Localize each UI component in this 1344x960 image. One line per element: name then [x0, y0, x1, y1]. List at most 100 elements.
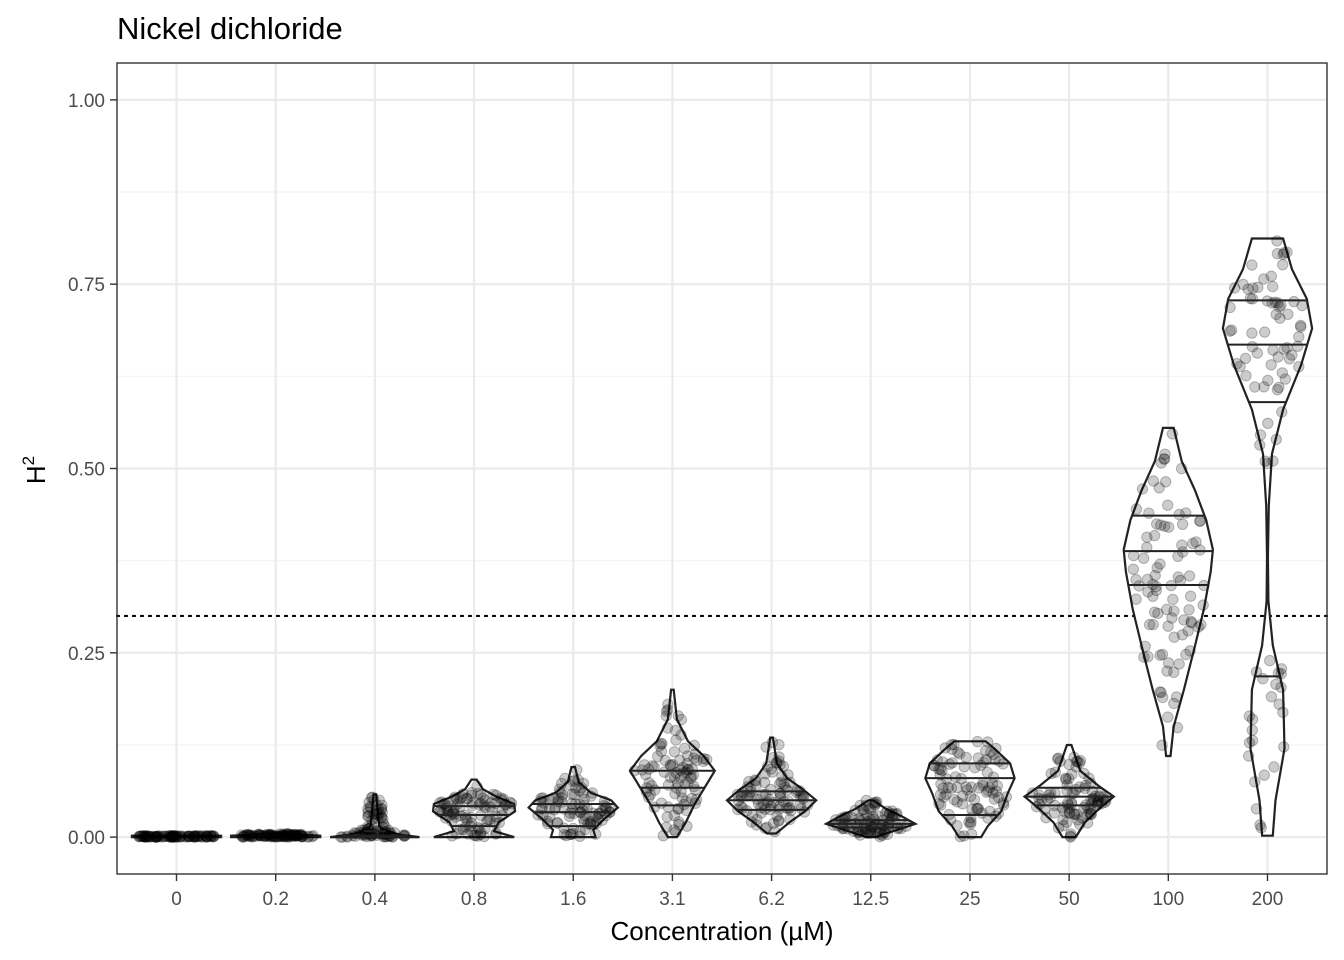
data-point — [675, 785, 687, 798]
data-point — [254, 829, 266, 841]
data-point — [195, 830, 208, 842]
data-point — [1283, 353, 1296, 365]
data-point — [541, 815, 554, 828]
data-point — [1292, 340, 1304, 352]
data-point — [688, 780, 700, 793]
data-point — [778, 796, 790, 808]
data-point — [673, 816, 685, 828]
data-point — [939, 742, 951, 754]
data-point — [133, 831, 145, 843]
data-point — [259, 830, 272, 842]
data-point — [1068, 751, 1080, 763]
data-point — [160, 830, 172, 842]
data-point — [988, 793, 1001, 805]
data-point — [365, 802, 377, 814]
data-point — [596, 804, 608, 817]
data-point — [274, 830, 286, 842]
data-point — [262, 830, 274, 842]
data-point — [167, 831, 179, 843]
data-point — [859, 825, 872, 838]
data-point — [1275, 668, 1287, 680]
data-point — [887, 810, 899, 823]
data-point — [273, 830, 285, 843]
data-point — [238, 830, 251, 842]
violin-body — [628, 688, 717, 839]
data-point — [1259, 326, 1271, 338]
data-point — [1272, 351, 1284, 363]
data-point — [366, 813, 378, 826]
data-point — [1262, 417, 1274, 429]
data-point — [589, 828, 602, 840]
y-axis-title-superscript: 2 — [19, 456, 38, 465]
data-point — [272, 830, 284, 842]
data-point — [1249, 776, 1261, 788]
data-point — [1161, 665, 1173, 677]
data-point — [153, 830, 166, 842]
data-point — [791, 784, 803, 797]
data-point — [504, 796, 516, 808]
violin-body — [230, 832, 322, 839]
data-point — [1194, 544, 1206, 556]
data-point — [997, 797, 1009, 809]
data-point — [1167, 593, 1179, 606]
data-point — [555, 792, 568, 804]
data-point — [864, 803, 877, 816]
data-point — [174, 830, 186, 843]
data-point — [1044, 792, 1056, 804]
data-point — [195, 831, 208, 843]
data-point — [689, 748, 702, 760]
data-point — [1272, 297, 1284, 309]
data-point — [660, 821, 672, 833]
data-point — [153, 830, 165, 842]
data-point — [1288, 295, 1300, 308]
data-point — [688, 739, 700, 752]
data-point — [1152, 607, 1164, 620]
violin-group-12.5 — [823, 794, 919, 843]
violin-body — [330, 793, 420, 839]
data-point — [1168, 631, 1180, 643]
data-point — [1070, 755, 1083, 768]
data-point — [570, 782, 582, 794]
data-point — [766, 766, 778, 778]
data-point — [260, 830, 272, 842]
data-point — [368, 794, 380, 806]
data-point — [147, 830, 159, 843]
data-point — [478, 830, 490, 843]
data-point — [1278, 343, 1290, 355]
data-point — [1142, 586, 1154, 598]
data-point — [142, 830, 154, 843]
data-point — [1246, 734, 1259, 747]
data-point — [1183, 604, 1195, 616]
data-point — [577, 813, 590, 825]
data-point — [984, 805, 996, 818]
data-point — [680, 795, 692, 807]
data-point — [771, 757, 783, 769]
data-point — [784, 776, 796, 788]
y-tick-label: 0.50 — [68, 460, 105, 481]
data-point — [686, 792, 698, 805]
data-point — [648, 801, 660, 813]
data-point — [295, 830, 307, 843]
data-point — [164, 831, 176, 843]
data-point — [886, 805, 898, 817]
data-point — [363, 796, 375, 809]
data-point — [371, 805, 383, 817]
data-point — [471, 780, 483, 793]
data-point — [1173, 658, 1185, 670]
data-point — [1270, 308, 1282, 321]
data-point — [990, 742, 1002, 755]
data-point — [364, 800, 376, 813]
data-point — [170, 831, 182, 843]
data-point — [235, 829, 248, 841]
data-point — [854, 799, 866, 812]
data-point — [138, 830, 151, 843]
data-point — [264, 831, 276, 843]
y-tick-label: 0.25 — [68, 644, 105, 665]
data-point — [774, 787, 786, 800]
data-point — [1155, 457, 1168, 469]
data-point — [945, 782, 958, 794]
data-point — [1265, 270, 1278, 282]
data-point — [560, 829, 573, 842]
data-point — [204, 830, 217, 842]
data-point — [1293, 361, 1305, 373]
